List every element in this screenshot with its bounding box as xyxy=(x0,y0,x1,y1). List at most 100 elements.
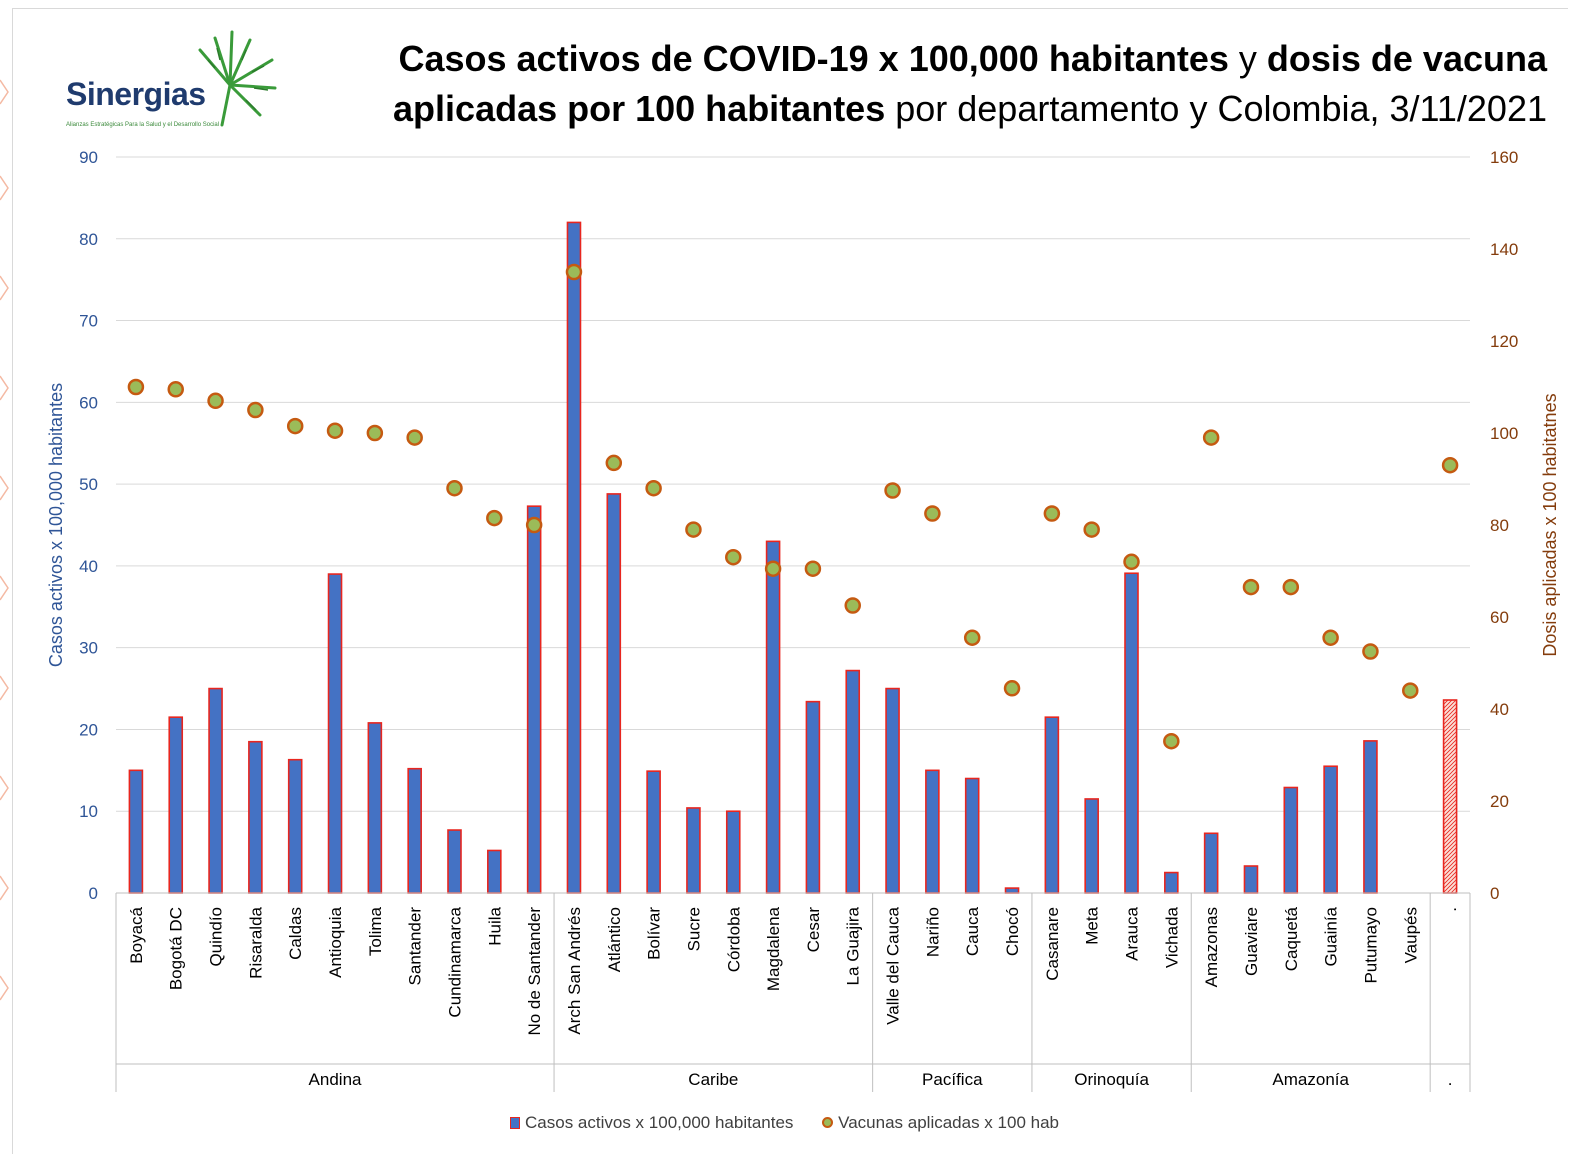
vaccine-dot-33 xyxy=(1402,682,1419,699)
right-axis-title: Dosis aplicadas x 100 habitatnes xyxy=(1540,393,1560,656)
left-axis-tick-label: 80 xyxy=(79,230,98,249)
left-axis-tick-label: 40 xyxy=(79,557,98,576)
bar-4 xyxy=(248,740,263,894)
bar-26 xyxy=(1124,572,1139,894)
vaccine-dot-29 xyxy=(1242,578,1260,596)
group-label: Orinoquía xyxy=(1074,1070,1149,1089)
left-axis-tick-label: 70 xyxy=(79,312,98,331)
right-axis-tick-label: 100 xyxy=(1490,424,1518,443)
palm-leaves-icon xyxy=(198,30,277,127)
bar-7 xyxy=(367,722,383,894)
bar-30 xyxy=(1283,786,1299,894)
category-label: Arauca xyxy=(1123,906,1142,960)
title-part-1: Casos activos de COVID-19 x 100,000 habi… xyxy=(398,38,1229,79)
legend: Casos activos x 100,000 habitantes Vacun… xyxy=(0,1112,1569,1133)
title-part-2: y xyxy=(1238,38,1257,79)
right-axis-tick-label: 0 xyxy=(1490,884,1499,903)
vaccine-dot-3 xyxy=(207,392,224,410)
sinergias-logo: Sinergias Alianzas Estratégicas Para la … xyxy=(62,30,282,130)
vaccine-dot-8 xyxy=(406,429,423,446)
vaccine-dot-14 xyxy=(645,479,662,497)
vaccine-dot-13 xyxy=(605,454,623,472)
legend-bar-swatch xyxy=(510,1116,521,1129)
vaccine-dot-32 xyxy=(1362,643,1379,660)
title-line-2: aplicadas por 100 habitantes por departa… xyxy=(393,84,1547,134)
legend-dot-swatch xyxy=(822,1117,834,1129)
bar-2 xyxy=(168,716,184,894)
vaccine-dot-4 xyxy=(247,401,264,419)
right-axis-tick-label: 140 xyxy=(1490,240,1518,259)
category-label: Bogotá DC xyxy=(167,907,186,990)
category-label: Nariño xyxy=(923,907,942,957)
bar-20 xyxy=(885,687,900,894)
group-label: . xyxy=(1448,1070,1453,1089)
category-label: La Guajira xyxy=(844,906,863,985)
vaccine-dot-19 xyxy=(844,597,861,614)
category-label: Arch San Andrés xyxy=(565,907,584,1035)
right-axis-tick-label: 80 xyxy=(1490,516,1509,535)
bar-23 xyxy=(1004,887,1020,894)
bar-19 xyxy=(845,669,861,894)
bar-11 xyxy=(526,505,542,894)
title-line-1: Casos activos de COVID-19 x 100,000 habi… xyxy=(393,34,1547,84)
category-label: Atlántico xyxy=(605,907,624,972)
right-axis-tick-label: 40 xyxy=(1490,700,1509,719)
edge-marks xyxy=(0,79,9,1001)
bar-31 xyxy=(1323,765,1338,894)
category-label: Sucre xyxy=(684,907,703,951)
bar-24 xyxy=(1044,716,1060,894)
vaccine-dot-30 xyxy=(1282,578,1300,596)
vaccine-dot-34 xyxy=(1441,456,1459,474)
group-label: Amazonía xyxy=(1272,1070,1349,1089)
logo-name: Sinergias xyxy=(66,76,206,112)
category-label: Chocó xyxy=(1003,907,1022,956)
vaccine-dot-5 xyxy=(286,417,304,435)
category-label: Santander xyxy=(406,907,425,986)
vaccine-dot-17 xyxy=(764,560,782,577)
bar-13 xyxy=(606,493,622,894)
bar-16 xyxy=(725,810,741,894)
left-axis-tick-label: 0 xyxy=(89,884,98,903)
title-part-5: por departamento xyxy=(895,88,1180,129)
vaccine-dot-31 xyxy=(1322,629,1339,646)
left-axis-tick-label: 60 xyxy=(79,393,98,412)
category-label: Cundinamarca xyxy=(446,906,465,1017)
right-axis-tick-label: 20 xyxy=(1490,792,1509,811)
title-part-3: dosis de vacuna xyxy=(1266,38,1547,79)
category-label: Meta xyxy=(1083,906,1102,944)
vaccine-dot-27 xyxy=(1163,732,1180,750)
group-label: Andina xyxy=(309,1070,362,1089)
category-label: Casanare xyxy=(1043,907,1062,981)
vaccine-dot-28 xyxy=(1202,429,1220,446)
bar-12 xyxy=(566,221,582,894)
category-label: Caldas xyxy=(286,907,305,960)
bar-1 xyxy=(128,769,144,894)
bar-28 xyxy=(1203,832,1219,894)
legend-bars-label: Casos activos x 100,000 habitantes xyxy=(525,1112,794,1132)
category-label: Quindío xyxy=(207,907,226,967)
category-label: Cauca xyxy=(963,906,982,956)
category-label: Bolívar xyxy=(645,907,664,960)
vaccine-dot-7 xyxy=(366,424,384,442)
bar-21 xyxy=(925,769,940,894)
bar-8 xyxy=(407,767,422,894)
bar-34 xyxy=(1442,699,1458,894)
vaccine-dot-26 xyxy=(1123,553,1140,571)
bar-15 xyxy=(686,807,701,894)
category-label: No de Santander xyxy=(525,907,544,1036)
right-axis-tick-label: 160 xyxy=(1490,148,1518,167)
category-label: Vaupés xyxy=(1401,907,1420,963)
bar-22 xyxy=(964,777,980,894)
category-label: Córdoba xyxy=(724,906,743,972)
group-label: Pacífica xyxy=(922,1070,983,1089)
vaccine-dot-1 xyxy=(127,378,145,396)
category-label: . xyxy=(1441,907,1460,912)
category-label: Huila xyxy=(485,906,504,945)
category-label: Boyacá xyxy=(127,906,146,963)
bar-14 xyxy=(646,770,661,894)
vaccine-dot-24 xyxy=(1043,505,1061,522)
vaccine-dot-25 xyxy=(1083,521,1100,538)
vaccine-dot-21 xyxy=(924,505,941,522)
chart-title: Casos activos de COVID-19 x 100,000 habi… xyxy=(393,34,1547,134)
group-label: Caribe xyxy=(688,1070,738,1089)
